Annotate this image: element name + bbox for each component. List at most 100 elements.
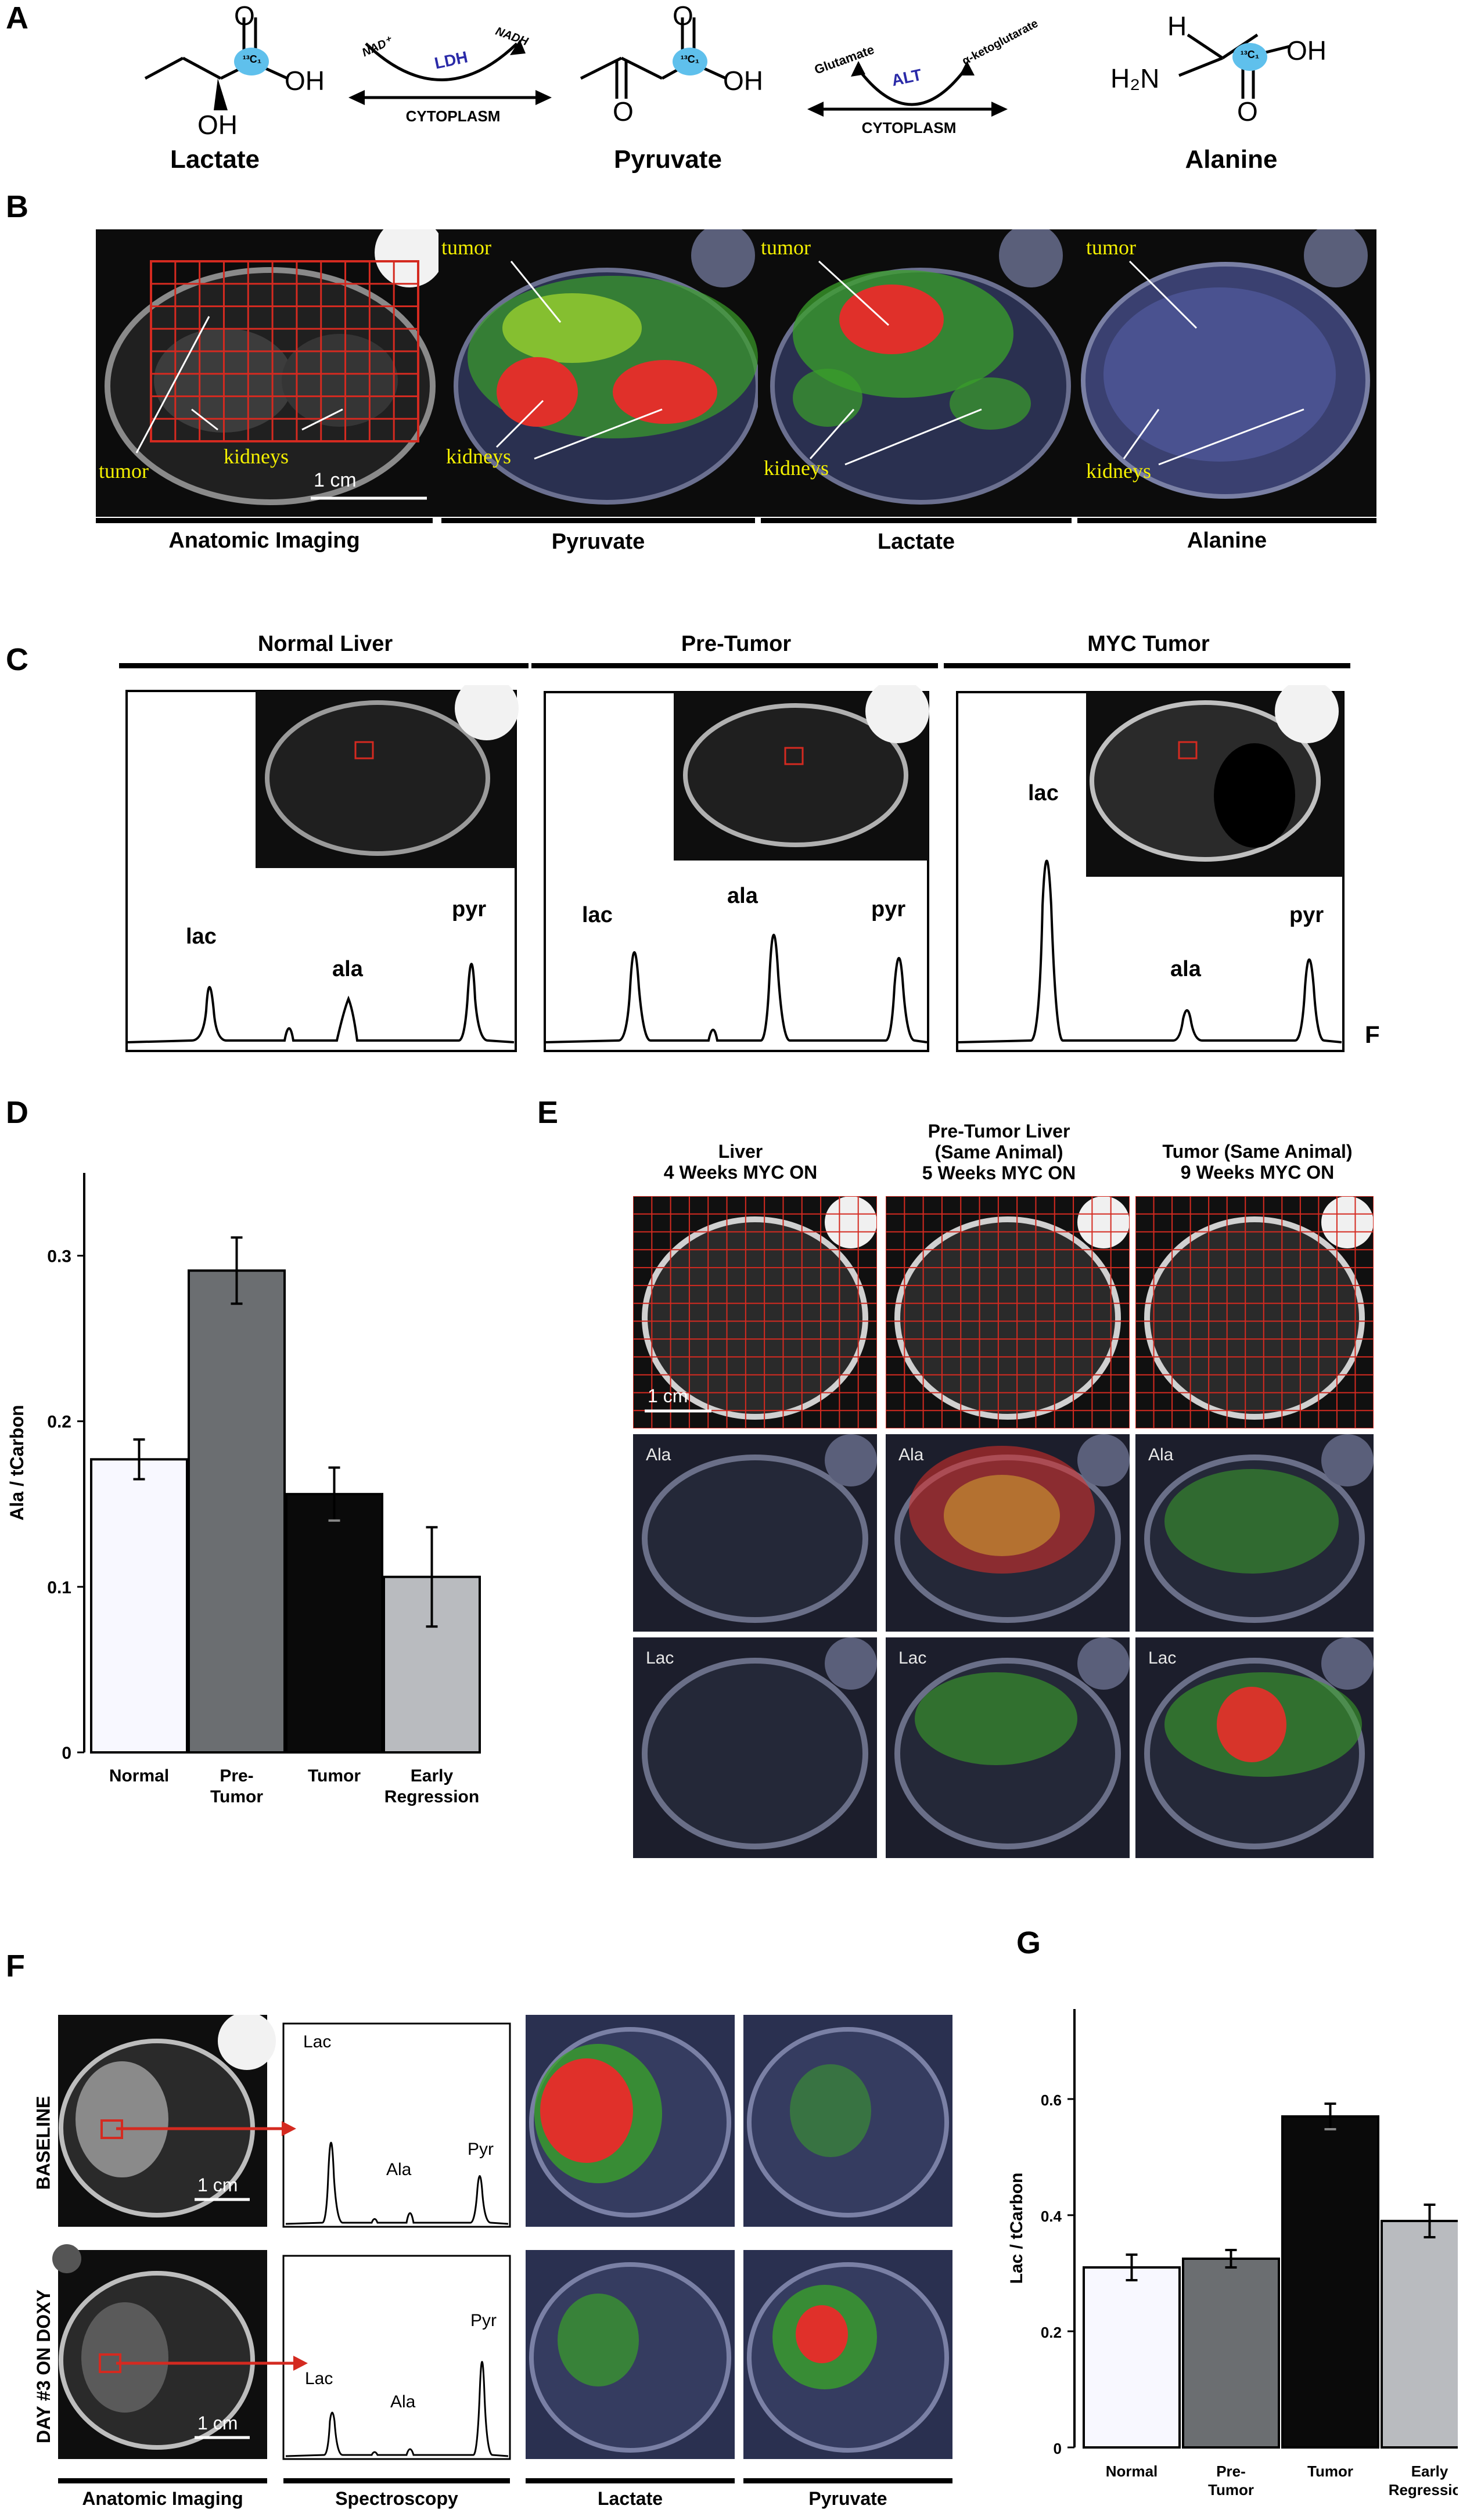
f-peak-ala-1: Ala — [386, 2160, 412, 2179]
title-bar-c3 — [944, 663, 1350, 668]
category-label-1: Pre- — [220, 1766, 253, 1785]
alanine-label: Alanine — [1185, 145, 1278, 174]
reaction-scheme — [144, 17, 1290, 117]
peak-ala-pretumor: ala — [727, 884, 758, 908]
peak-ala-tumor: ala — [1170, 957, 1201, 981]
panel-letter-c: C — [6, 642, 28, 677]
c13-label-pyruvate: ¹³C₁ — [680, 53, 700, 65]
kidneys-label-pyruvate: kidneys — [446, 445, 511, 468]
y-tick-label: 0 — [62, 1744, 71, 1763]
category-label-1: Tumor — [1208, 2481, 1254, 2499]
scale-label-f1: 1 cm — [197, 2175, 238, 2195]
peak-pyr-pretumor: pyr — [871, 897, 906, 921]
e-image-r3-c2: Lac — [886, 1637, 1130, 1858]
e-row-label-r2-c1: Ala — [646, 1445, 671, 1464]
category-label-3: Regression — [1389, 2481, 1458, 2499]
bar-1 — [1182, 2258, 1280, 2449]
title-myc-tumor: MYC Tumor — [1087, 632, 1210, 656]
e-image-r2-c3: Ala — [1135, 1434, 1374, 1632]
f-peak-lac-2: Lac — [305, 2369, 333, 2388]
e-col-title-3-line-2: 9 Weeks MYC ON — [1180, 1162, 1335, 1183]
e-row-label-r3-c1: Lac — [646, 1648, 674, 1668]
f-caption-bar-3 — [526, 2478, 735, 2483]
f-caption-lactate: Lactate — [597, 2488, 663, 2509]
peak-pyr-tumor: pyr — [1289, 903, 1324, 927]
alanine-carbonyl-o: O — [1237, 96, 1258, 127]
y-axis-label: Ala / tCarbon — [6, 1405, 27, 1520]
f-peak-pyr-2: Pyr — [470, 2311, 497, 2330]
title-bar-c2 — [531, 663, 938, 668]
e-col-title-3-line-1: Tumor (Same Animal) — [1162, 1141, 1353, 1162]
pyruvate-label: Pyruvate — [614, 145, 722, 174]
caption-lactate: Lactate — [877, 530, 955, 554]
e-col-title-1-line-2: 4 Weeks MYC ON — [663, 1162, 818, 1183]
caption-alanine: Alanine — [1187, 528, 1267, 553]
lactate-hydroxyl: OH — [197, 110, 238, 140]
alanine-h: H — [1167, 11, 1187, 41]
e-col-title-2-line-2: (Same Animal) — [934, 1142, 1063, 1162]
caption-anatomic: Anatomic Imaging — [168, 528, 360, 553]
scale-label-f2: 1 cm — [197, 2413, 238, 2433]
title-normal-liver: Normal Liver — [257, 632, 393, 656]
e-col-title-1: Liver 4 Weeks MYC ON — [636, 1141, 845, 1183]
lactate-label: Lactate — [170, 145, 260, 174]
category-label-2: Tumor — [1307, 2463, 1353, 2480]
caption-bar-b2 — [441, 518, 755, 523]
y-tick-label: 0.4 — [1041, 2208, 1062, 2225]
scale-bar-label-b: 1 cm — [314, 469, 357, 491]
e-image-r1-c3 — [1135, 1196, 1374, 1428]
y-axis-label: Lac / tCarbon — [1007, 2173, 1026, 2284]
caption-bar-b1 — [96, 518, 433, 523]
f-caption-bar-1 — [58, 2478, 267, 2483]
bar-3 — [1381, 2220, 1458, 2449]
chart-d: 0 0.1 0.2 0.3 Ala / tCarbon Normal Pre- Tumor Tu… — [6, 1173, 481, 1806]
c13-label-lactate: ¹³C₁ — [242, 53, 262, 65]
title-pre-tumor: Pre-Tumor — [681, 632, 792, 656]
panel-f-images — [52, 2015, 952, 2460]
peak-ala-normal: ala — [332, 957, 363, 981]
category-label-3: Regression — [384, 1787, 479, 1806]
category-label-1: Pre- — [1216, 2463, 1246, 2480]
f-caption-bar-4 — [743, 2478, 952, 2483]
cytoplasm-label-2: CYTOPLASM — [861, 119, 957, 136]
caption-bar-b3 — [761, 518, 1072, 523]
alanine-h2n: H₂N — [1110, 63, 1160, 93]
e-scale-label: 1 cm — [648, 1385, 688, 1406]
e-image-r3-c3: Lac — [1135, 1637, 1374, 1858]
e-image-r2-c2: Ala — [886, 1434, 1130, 1632]
e-row-label-r2-c3: Ala — [1148, 1445, 1174, 1464]
category-label-3: Early — [1411, 2463, 1448, 2480]
bar-1 — [188, 1269, 286, 1754]
panel-letter-g: G — [1016, 1925, 1041, 1960]
kidneys-label-anatomic: kidneys — [224, 445, 289, 468]
spectra-c — [125, 685, 1345, 1052]
panel-letter-e: E — [537, 1095, 559, 1130]
title-bar-c1 — [119, 663, 529, 668]
y-tick-label: 0 — [1054, 2440, 1062, 2457]
f-peak-pyr-1: Pyr — [468, 2140, 494, 2159]
panel-letter-f: F — [6, 1949, 25, 1983]
tumor-label-anatomic: tumor — [99, 459, 149, 483]
tumor-label-alanine: tumor — [1086, 236, 1136, 259]
bar-0 — [90, 1458, 188, 1754]
e-row-label-r3-c3: Lac — [1148, 1648, 1176, 1668]
panel-e-grid: 1 cm Ala Ala Ala Lac Lac Lac — [633, 1196, 1376, 1881]
kidneys-label-lactate: kidneys — [764, 456, 829, 480]
e-image-r1-c1: 1 cm — [633, 1196, 877, 1428]
caption-pyruvate: Pyruvate — [551, 530, 645, 554]
e-col-title-2: Pre-Tumor Liver (Same Animal) 5 Weeks MY… — [883, 1121, 1115, 1183]
kidneys-label-alanine: kidneys — [1086, 459, 1151, 483]
side-letter-f: F — [1365, 1021, 1380, 1048]
category-label-3: Early — [411, 1766, 454, 1785]
e-col-title-2-line-1: Pre-Tumor Liver — [928, 1121, 1070, 1142]
caption-bar-b4 — [1077, 518, 1376, 523]
f-caption-anatomic: Anatomic Imaging — [82, 2488, 243, 2509]
f-caption-pyruvate: Pyruvate — [808, 2488, 887, 2509]
e-image-r2-c1: Ala — [633, 1434, 877, 1632]
y-tick-label: 0.3 — [47, 1247, 71, 1266]
cytoplasm-label-1: CYTOPLASM — [405, 107, 501, 125]
bar-0 — [1083, 2266, 1181, 2449]
e-row-label-r3-c2: Lac — [898, 1648, 926, 1668]
c13-label-alanine: ¹³C₁ — [1240, 49, 1260, 60]
